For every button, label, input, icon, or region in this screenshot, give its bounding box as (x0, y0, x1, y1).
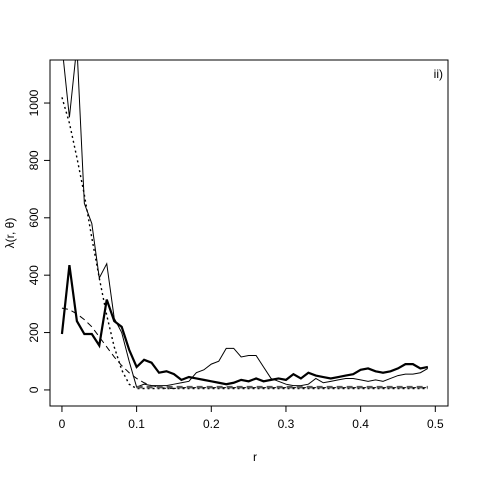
y-tick-label: 800 (27, 150, 41, 170)
series-line (62, 60, 429, 388)
plot-lines (60, 60, 429, 390)
y-axis-label: λ(r, θ) (3, 218, 17, 249)
series-line (61, 97, 428, 390)
y-tick-label: 1000 (27, 89, 41, 116)
series-line (61, 307, 428, 389)
y-tick-label: 400 (27, 265, 41, 285)
plot-box (49, 59, 449, 407)
series-line (60, 264, 429, 386)
y-tick-label: 600 (27, 207, 41, 227)
annotation: ii) (434, 67, 443, 81)
x-tick-label: 0.3 (278, 417, 295, 431)
x-tick-label: 0 (59, 417, 66, 431)
y-tick-label: 200 (27, 322, 41, 342)
x-tick-label: 0.2 (203, 417, 220, 431)
x-tick-label: 0.5 (427, 417, 444, 431)
y-tick-label: 0 (27, 386, 41, 393)
x-tick-label: 0.4 (352, 417, 369, 431)
x-axis-label: r (253, 450, 257, 464)
x-tick-label: 0.1 (128, 417, 145, 431)
